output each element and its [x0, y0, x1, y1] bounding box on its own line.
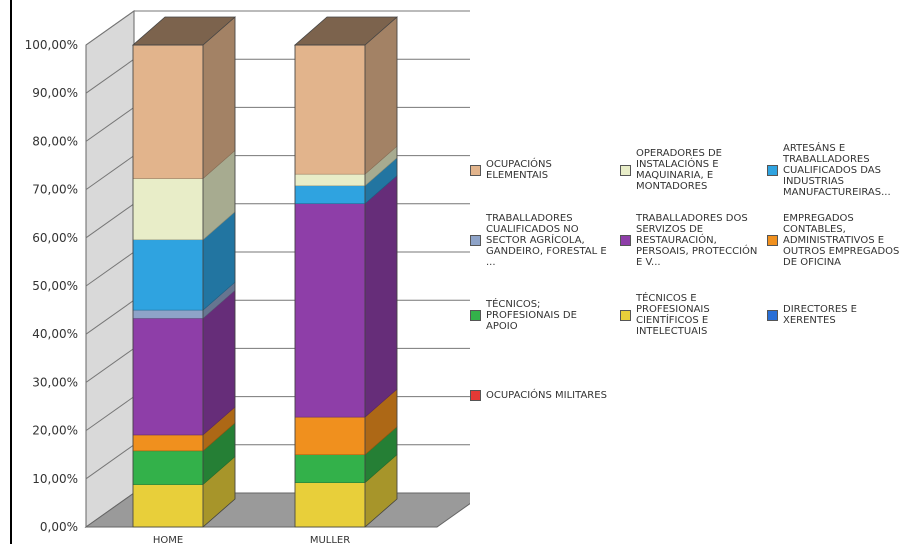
y-tick-label: 20,00%: [32, 424, 78, 438]
y-tick-label: 10,00%: [32, 472, 78, 486]
legend-item: OCUPACIÓNS MILITARES: [470, 365, 610, 425]
y-tick-label: 100,00%: [25, 38, 78, 52]
y-tick-label: 30,00%: [32, 375, 78, 389]
legend-item: OCUPACIÓNS ELEMENTAIS: [470, 140, 610, 200]
x-axis: HOME MULLER: [153, 535, 350, 544]
legend-label: OPERADORES DE INSTALACIÓNS E MAQUINARIA,…: [636, 148, 722, 192]
gridline-side: [85, 347, 135, 383]
legend-item: EMPREGADOS CONTABLES, ADMINISTRATIVOS E …: [767, 210, 905, 270]
stacked-bar-chart: 0,00% 10,00% 20,00% 30,00% 40,00% 50,00% 60,00…: [25, 10, 470, 544]
legend-swatch: [470, 389, 481, 401]
legend-swatch: [470, 234, 481, 246]
x-tick-label: MULLER: [310, 535, 350, 544]
gridline-side: [85, 155, 135, 191]
legend-swatch: [767, 234, 778, 246]
legend-swatch: [620, 164, 631, 176]
y-tick-label: 90,00%: [32, 86, 78, 100]
legend-swatch: [620, 234, 631, 246]
legend-label: TRABALLADORES CUALIFICADOS NO SECTOR AGR…: [486, 212, 607, 268]
gridline-side: [85, 396, 135, 432]
bars: [131, 16, 399, 528]
legend-item: OPERADORES DE INSTALACIÓNS E MAQUINARIA,…: [620, 140, 760, 200]
legend-swatch: [767, 309, 778, 321]
legend: OCUPACIÓNS ELEMENTAIS OPERADORES DE INSTA…: [470, 140, 900, 420]
legend-swatch: [767, 164, 778, 176]
y-tick-label: 50,00%: [32, 279, 78, 293]
legend-item: TÉCNICOS; PROFESIONAIS DE APOIO: [470, 285, 610, 345]
legend-label: DIRECTORES E XERENTES: [783, 304, 857, 326]
gridline-side: [85, 203, 135, 239]
legend-label: TRABALLADORES DOS SERVIZOS DE RESTAURACI…: [636, 212, 758, 268]
legend-label: OCUPACIÓNS MILITARES: [486, 389, 607, 401]
y-tick-label: 60,00%: [32, 231, 78, 245]
gridline-side: [85, 58, 135, 94]
legend-item: TRABALLADORES DOS SERVIZOS DE RESTAURACI…: [620, 210, 760, 270]
legend-item: TRABALLADORES CUALIFICADOS NO SECTOR AGR…: [470, 210, 610, 270]
gridline-side: [85, 251, 135, 287]
legend-label: TÉCNICOS E PROFESIONAIS CIENTÍFICOS E IN…: [636, 293, 710, 337]
legend-label: TÉCNICOS; PROFESIONAIS DE APOIO: [486, 298, 577, 332]
x-tick-label: HOME: [153, 535, 183, 544]
gridline-side: [85, 10, 135, 46]
y-tick-label: 80,00%: [32, 134, 78, 148]
legend-swatch: [470, 164, 481, 176]
y-tick-label: 70,00%: [32, 183, 78, 197]
y-tick-label: 0,00%: [40, 520, 78, 534]
legend-item: TÉCNICOS E PROFESIONAIS CIENTÍFICOS E IN…: [620, 285, 760, 345]
y-tick-label: 40,00%: [32, 327, 78, 341]
y-axis: 0,00% 10,00% 20,00% 30,00% 40,00% 50,00% 60,00…: [25, 38, 78, 534]
gridline-side: [85, 299, 135, 335]
gridline-side: [85, 444, 135, 480]
legend-label: OCUPACIÓNS ELEMENTAIS: [486, 159, 552, 181]
legend-item: ARTESÁNS E TRABALLADORES CUALIFICADOS DA…: [767, 140, 905, 200]
bar-segment: [294, 174, 398, 418]
legend-item: DIRECTORES E XERENTES: [767, 285, 905, 345]
left-border: [10, 0, 12, 544]
legend-swatch: [620, 309, 631, 321]
legend-swatch: [470, 309, 481, 321]
legend-label: EMPREGADOS CONTABLES, ADMINISTRATIVOS E …: [783, 212, 900, 268]
gridline-side: [85, 106, 135, 142]
legend-label: ARTESÁNS E TRABALLADORES CUALIFICADOS DA…: [783, 142, 891, 198]
